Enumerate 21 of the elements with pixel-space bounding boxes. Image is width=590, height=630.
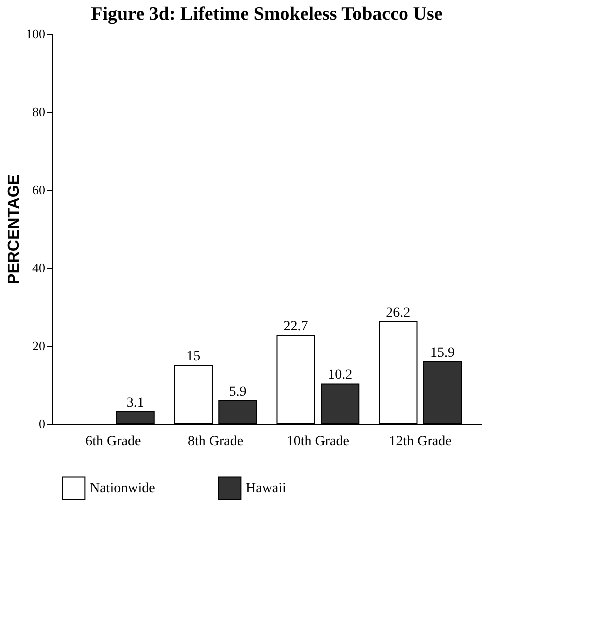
data-label: 15.9 (430, 346, 455, 361)
y-tick-label: 40 (32, 260, 46, 276)
x-tick-label: 6th Grade (86, 434, 142, 450)
data-label: 26.2 (386, 306, 411, 321)
y-tick-label: 0 (39, 416, 46, 432)
legend-label: Hawaii (246, 481, 287, 496)
data-label: 22.7 (284, 319, 308, 334)
legend-label: Nationwide (90, 481, 156, 496)
x-tick-label: 8th Grade (188, 434, 244, 450)
x-tick-label: 10th Grade (286, 434, 350, 450)
y-tick-label: 20 (32, 338, 46, 354)
y-tick-label: 100 (26, 26, 46, 42)
data-label: 10.2 (328, 368, 353, 384)
y-tick-label: 60 (32, 182, 46, 198)
y-axis-title: PERCENTAGE (6, 174, 23, 284)
data-label: 15 (186, 350, 201, 364)
chart-title: Figure 3d: Lifetime Smokeless Tobacco Use (91, 4, 443, 25)
data-label: 3.1 (126, 396, 144, 411)
x-tick-label: 12th Grade (389, 434, 452, 450)
y-tick-label: 80 (32, 104, 46, 120)
data-label: 5.9 (229, 384, 247, 400)
